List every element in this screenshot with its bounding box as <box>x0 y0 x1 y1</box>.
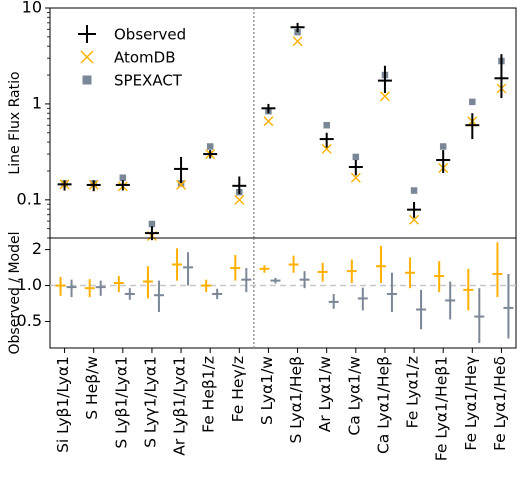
atomdb-marker <box>234 194 245 205</box>
top-y-tick-label: 1 <box>32 93 42 112</box>
spexact-marker <box>206 143 214 150</box>
top-y-tick-label: 0.1 <box>17 189 42 208</box>
top-y-axis: 0.1 1 10 <box>17 0 50 239</box>
atomdb-marker <box>292 36 303 47</box>
legend-atomdb-symbol <box>80 50 94 64</box>
x-tick-label: S Lyα1/w <box>258 356 276 425</box>
spexact-marker <box>177 180 185 187</box>
spexact-marker <box>119 174 127 181</box>
spexact-marker <box>148 220 156 228</box>
atomdb-marker <box>379 91 390 102</box>
top-y-axis-label: Line Flux Ratio <box>7 71 23 174</box>
x-tick-label: S Lyα1/Heβ <box>287 356 305 444</box>
x-tick-label: Fe Heγ/z <box>229 356 247 422</box>
spexact-marker <box>469 98 476 106</box>
x-tick-label: Ar Lyβ1/Lyα1 <box>171 356 189 456</box>
legend-label-spexact: SPEXACT <box>114 72 183 90</box>
legend-spexact-symbol <box>82 75 92 85</box>
x-tick-label: Si Lyβ1/Lyα1 <box>54 356 72 453</box>
top-y-tick-label: 10 <box>22 0 42 17</box>
atomdb-marker <box>409 214 420 225</box>
bottom-y-axis: 0.5 1.0 2 <box>17 239 50 330</box>
bottom-y-axis-label: Observed / Model <box>7 231 23 354</box>
x-tick-label: Ar Lyα1/w <box>316 356 334 433</box>
bottom-panel-frame <box>49 237 517 349</box>
x-tick-label: Fe Lyα1/Heγ <box>462 356 480 451</box>
spexact-marker <box>352 153 360 161</box>
bottom-y-tick-label: 2 <box>32 239 42 258</box>
x-tick-label: S Lyβ1/Lyα1 <box>112 356 130 449</box>
x-tick-label: S Lyγ1/Lyα1 <box>141 356 159 448</box>
bottom-panel: 0.5 1.0 2 Observed / Model <box>7 231 517 355</box>
legend-label-observed: Observed <box>114 26 186 44</box>
x-tick-label: S Heβ/w <box>83 356 101 420</box>
x-tick-label: Ca Lyα1/w <box>345 356 363 436</box>
spexact-marker <box>323 121 330 129</box>
atomdb-marker <box>263 116 274 127</box>
x-tick-label: Fe Heβ1/z <box>200 356 218 433</box>
top-panel: 0.1 1 10 Line Flux Ratio Observed AtomDB SPE… <box>7 0 517 241</box>
atomdb-marker <box>321 143 332 154</box>
spexact-marker <box>439 143 447 150</box>
bottom-y-tick-label: 1.0 <box>17 275 42 294</box>
x-tick-label: Ca Lyα1/Heβ <box>374 356 392 454</box>
legend: Observed AtomDB SPEXACT <box>78 25 186 90</box>
x-tick-label: Fe Lyα1/z <box>404 356 422 428</box>
atomdb-marker <box>350 172 361 183</box>
bottom-y-tick-label: 0.5 <box>17 311 42 330</box>
x-tick-label: Fe Lyα1/Heβ1 <box>433 356 451 461</box>
legend-label-atomdb: AtomDB <box>114 49 176 67</box>
x-axis: Si Lyβ1/Lyα1 S Heβ/w S Lyβ1/Lyα1 S Lyγ1/Lyα… <box>54 348 509 461</box>
spexact-marker <box>410 187 418 194</box>
top-data-marks <box>57 22 509 241</box>
bottom-data-marks <box>55 242 514 344</box>
atomdb-marker <box>176 179 187 190</box>
x-tick-label: Fe Lyα1/Heδ <box>491 356 509 451</box>
